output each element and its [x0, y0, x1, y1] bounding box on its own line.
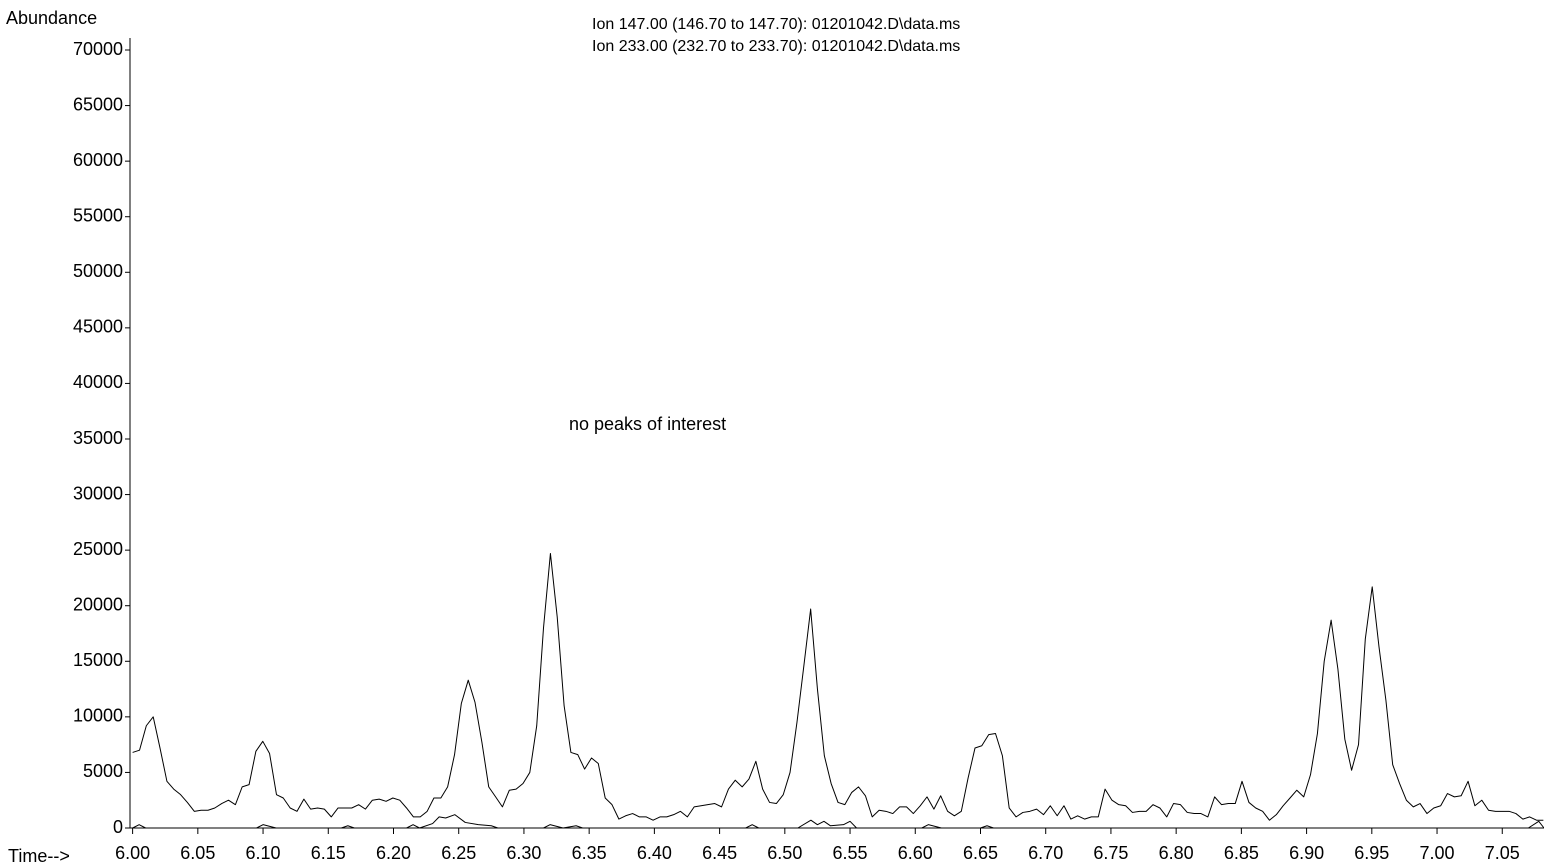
- x-tick-label: 6.50: [767, 843, 802, 863]
- x-tick-label: 6.70: [1028, 843, 1063, 863]
- x-tick-label: 6.90: [1289, 843, 1324, 863]
- legend-entry: Ion 147.00 (146.70 to 147.70): 01201042.…: [592, 16, 960, 33]
- x-tick-label: 6.20: [376, 843, 411, 863]
- y-tick-label: 55000: [73, 205, 123, 225]
- y-tick-label: 70000: [73, 39, 123, 59]
- x-tick-label: 6.00: [115, 843, 150, 863]
- x-tick-label: 6.35: [572, 843, 607, 863]
- x-tick-label: 6.60: [898, 843, 933, 863]
- y-tick-label: 60000: [73, 150, 123, 170]
- y-tick-label: 40000: [73, 372, 123, 392]
- series-line: [132, 814, 1544, 829]
- legend-entry: Ion 233.00 (232.70 to 233.70): 01201042.…: [592, 38, 960, 55]
- x-tick-label: 7.05: [1485, 843, 1520, 863]
- x-tick-label: 6.85: [1224, 843, 1259, 863]
- series-line: [132, 552, 1544, 821]
- x-tick-label: 6.75: [1093, 843, 1128, 863]
- x-tick-label: 6.25: [441, 843, 476, 863]
- x-tick-label: 6.15: [311, 843, 346, 863]
- y-tick-label: 30000: [73, 483, 123, 503]
- x-tick-label: 6.40: [637, 843, 672, 863]
- x-tick-label: 6.55: [833, 843, 868, 863]
- y-tick-label: 35000: [73, 428, 123, 448]
- x-axis-title: Time-->: [8, 846, 70, 866]
- y-tick-label: 0: [113, 817, 123, 837]
- y-tick-label: 10000: [73, 706, 123, 726]
- x-tick-label: 6.45: [702, 843, 737, 863]
- x-tick-label: 6.30: [506, 843, 541, 863]
- x-tick-label: 6.10: [246, 843, 281, 863]
- x-tick-label: 6.05: [180, 843, 215, 863]
- y-tick-label: 45000: [73, 317, 123, 337]
- y-axis-title: Abundance: [6, 8, 97, 28]
- y-tick-label: 20000: [73, 594, 123, 614]
- y-tick-label: 65000: [73, 94, 123, 114]
- y-tick-label: 5000: [83, 761, 123, 781]
- x-tick-label: 6.65: [963, 843, 998, 863]
- x-tick-label: 6.95: [1354, 843, 1389, 863]
- y-tick-label: 15000: [73, 650, 123, 670]
- x-tick-label: 7.00: [1420, 843, 1455, 863]
- y-tick-label: 25000: [73, 539, 123, 559]
- y-tick-label: 50000: [73, 261, 123, 281]
- x-tick-label: 6.80: [1159, 843, 1194, 863]
- annotation: no peaks of interest: [569, 414, 726, 434]
